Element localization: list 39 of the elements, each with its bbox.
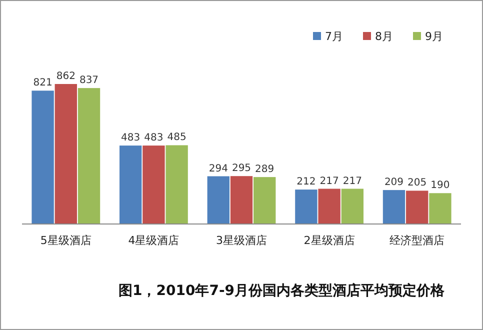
x-tick-label: 3星级酒店: [216, 234, 267, 247]
legend-label: 7月: [325, 30, 343, 43]
data-label: 209: [384, 177, 404, 188]
bar: [341, 188, 364, 224]
data-label: 212: [296, 176, 316, 188]
data-label: 485: [167, 132, 186, 144]
bar: [429, 193, 452, 224]
x-tick-label: 5星级酒店: [40, 234, 92, 247]
legend-label: 8月: [375, 30, 393, 43]
bar: [54, 84, 77, 224]
data-label: 821: [33, 78, 52, 89]
data-label: 862: [56, 71, 76, 82]
bar: [207, 176, 230, 224]
bar: [230, 176, 253, 224]
bar: [295, 190, 318, 224]
data-label: 483: [121, 132, 140, 144]
bar: [318, 188, 340, 224]
x-tick-label: 4星级酒店: [128, 234, 180, 247]
bar: [32, 90, 54, 224]
bar: [406, 190, 428, 224]
bar: [166, 145, 188, 224]
legend-label: 9月: [425, 30, 443, 43]
data-label: 294: [208, 163, 228, 174]
data-label: 190: [430, 180, 450, 192]
x-tick-label: 经济型酒店: [390, 234, 445, 247]
bar: [120, 146, 142, 224]
bar: [78, 88, 100, 224]
data-label: 217: [342, 176, 362, 187]
data-label: 295: [232, 163, 252, 174]
bar: [382, 190, 406, 224]
x-tick-label: 2星级酒店: [304, 234, 355, 247]
data-label: 837: [79, 75, 99, 86]
bar: [254, 177, 276, 224]
text: 图1，2010年7-9月份国内各类型酒店平均预定价格: [118, 282, 446, 299]
bar: [142, 146, 165, 224]
data-label: 205: [408, 178, 427, 189]
data-label: 483: [144, 132, 164, 144]
data-label: 217: [320, 176, 339, 187]
data-label: 289: [255, 164, 274, 176]
